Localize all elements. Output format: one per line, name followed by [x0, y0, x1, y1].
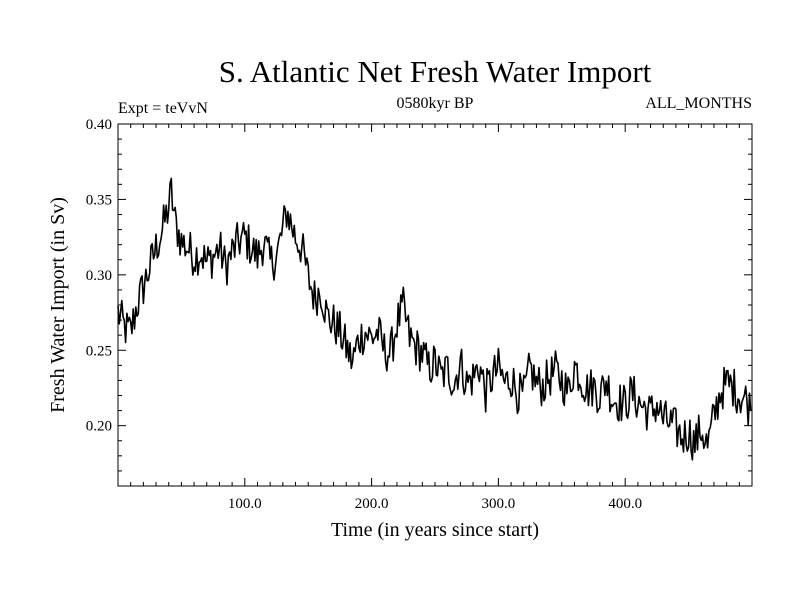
chart-title: S. Atlantic Net Fresh Water Import — [219, 54, 652, 89]
series-line — [117, 177, 752, 461]
x-tick-label: 300.0 — [482, 496, 516, 512]
y-tick-label: 0.40 — [86, 117, 112, 133]
x-tick-label: 400.0 — [608, 496, 642, 512]
axis-tick-labels: 100.0 200.0 300.0 400.0 0.20 0.25 0.30 0.35 0.40 — [86, 117, 642, 512]
x-axis-label: Time (in years since start) — [331, 519, 539, 541]
x-tick-label: 200.0 — [355, 496, 389, 512]
period-label: 0580kyr BP — [397, 95, 474, 112]
months-label: ALL_MONTHS — [645, 95, 752, 112]
y-axis-label: Fresh Water Import (in Sv) — [47, 197, 69, 413]
plot-frame — [117, 123, 753, 487]
y-tick-label: 0.20 — [86, 419, 112, 435]
axis-ticks — [118, 124, 752, 486]
x-tick-label: 100.0 — [228, 496, 262, 512]
y-tick-label: 0.25 — [86, 343, 112, 359]
experiment-label: Expt = teVvN — [118, 100, 208, 117]
y-tick-label: 0.30 — [86, 268, 112, 284]
y-tick-label: 0.35 — [86, 192, 112, 208]
